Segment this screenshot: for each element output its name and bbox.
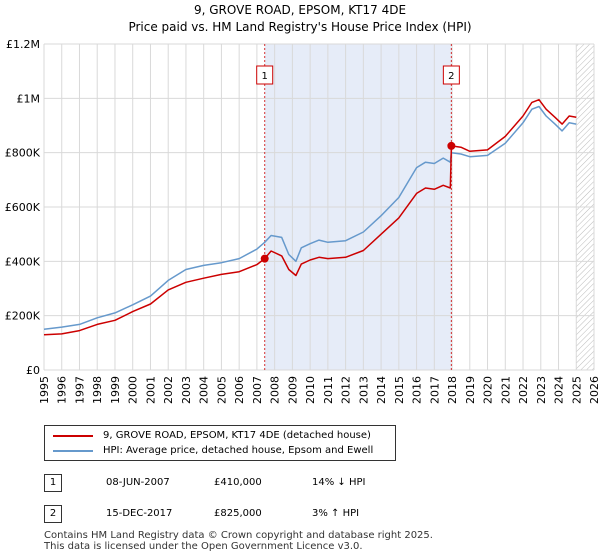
x-tick-label: 1997 xyxy=(73,376,86,404)
legend-swatch-property xyxy=(53,435,93,437)
x-tick-label: 2026 xyxy=(588,376,600,404)
x-tick-label: 2003 xyxy=(180,376,193,404)
x-tick-label: 2025 xyxy=(570,376,583,404)
y-tick-label: £200K xyxy=(5,310,41,323)
x-tick-label: 1999 xyxy=(109,376,122,404)
x-tick-label: 2001 xyxy=(144,376,157,404)
x-tick-label: 2020 xyxy=(482,376,495,404)
sale-marker-label: 2 xyxy=(448,71,454,82)
y-tick-label: £800K xyxy=(5,147,41,160)
x-tick-label: 2012 xyxy=(340,376,353,404)
y-tick-label: £1.2M xyxy=(6,38,40,51)
x-tick-label: 2024 xyxy=(553,376,566,404)
footer-licence: This data is licensed under the Open Gov… xyxy=(44,541,363,552)
x-tick-label: 2011 xyxy=(322,376,335,404)
x-tick-label: 2006 xyxy=(233,376,246,404)
transaction-date: 08-JUN-2007 xyxy=(106,477,170,488)
x-tick-label: 2007 xyxy=(251,376,264,404)
y-tick-label: £1M xyxy=(17,92,41,105)
legend-label-hpi: HPI: Average price, detached house, Epso… xyxy=(103,445,374,456)
sale-point xyxy=(260,254,269,263)
footer-copyright: Contains HM Land Registry data © Crown c… xyxy=(44,530,433,541)
transaction-badge: 2 xyxy=(44,505,62,523)
x-tick-label: 2002 xyxy=(162,376,175,404)
legend-label-property: 9, GROVE ROAD, EPSOM, KT17 4DE (detached… xyxy=(103,430,371,441)
x-tick-label: 2010 xyxy=(304,376,317,404)
hpi-series-line xyxy=(43,105,577,331)
x-tick-label: 2023 xyxy=(535,376,548,404)
x-tick-label: 2019 xyxy=(464,376,477,404)
x-tick-label: 1996 xyxy=(56,376,69,404)
sale-point xyxy=(447,141,456,150)
x-tick-label: 2000 xyxy=(127,376,140,404)
sale-marker-box xyxy=(442,65,460,85)
property-series-line xyxy=(43,98,577,336)
legend-swatch-hpi xyxy=(53,450,93,452)
x-tick-label: 2021 xyxy=(499,376,512,404)
x-tick-label: 2017 xyxy=(428,376,441,404)
footer: Contains HM Land Registry data © Crown c… xyxy=(44,530,433,552)
x-tick-label: 2004 xyxy=(198,376,211,404)
x-tick-label: 2014 xyxy=(375,376,388,404)
transaction-date: 15-DEC-2017 xyxy=(106,508,173,519)
sale-marker-box xyxy=(256,65,274,85)
x-tick-label: 1995 xyxy=(38,376,51,404)
sale-marker-label: 1 xyxy=(262,71,268,82)
x-tick-label: 2015 xyxy=(393,376,406,404)
transaction-price: £825,000 xyxy=(214,508,262,519)
x-tick-label: 2008 xyxy=(269,376,282,404)
x-tick-label: 2009 xyxy=(286,376,299,404)
chart-subtitle: Price paid vs. HM Land Registry's House … xyxy=(128,20,471,34)
x-tick-label: 1998 xyxy=(91,376,104,404)
y-tick-label: £400K xyxy=(5,255,41,268)
transaction-price: £410,000 xyxy=(214,477,262,488)
chart-title: 9, GROVE ROAD, EPSOM, KT17 4DE xyxy=(194,3,406,17)
legend: 9, GROVE ROAD, EPSOM, KT17 4DE (detached… xyxy=(44,425,396,461)
x-tick-label: 2013 xyxy=(357,376,370,404)
transaction-hpi-diff: 14% ↓ HPI xyxy=(312,477,366,488)
x-tick-label: 2018 xyxy=(446,376,459,404)
x-tick-label: 2005 xyxy=(215,376,228,404)
transaction-badge: 1 xyxy=(44,474,62,492)
x-tick-label: 2022 xyxy=(517,376,530,404)
x-tick-label: 2016 xyxy=(411,376,424,404)
transaction-hpi-diff: 3% ↑ HPI xyxy=(312,508,360,519)
y-tick-label: £600K xyxy=(5,201,41,214)
y-tick-label: £0 xyxy=(26,364,40,377)
price-chart: 9, GROVE ROAD, EPSOM, KT17 4DE Price pai… xyxy=(5,3,600,404)
